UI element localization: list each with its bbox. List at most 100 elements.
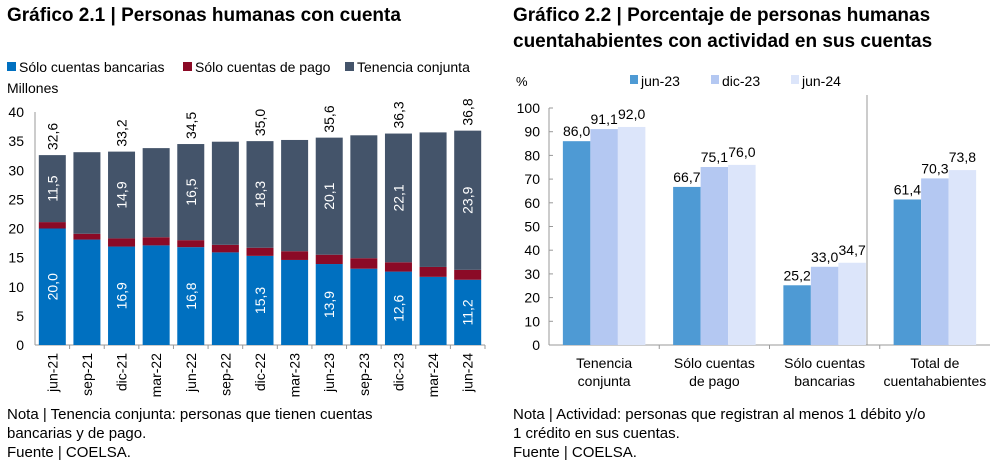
bar	[810, 266, 839, 345]
y-tick-label: 10	[524, 313, 540, 329]
bar-segment	[177, 240, 205, 248]
y-tick-label: 50	[524, 219, 540, 235]
bar	[700, 167, 729, 345]
x-tick-label: mar-23	[287, 353, 303, 398]
bar	[617, 126, 646, 346]
data-label: 14,9	[114, 181, 130, 208]
x-tick-label: Sólo cuentas	[674, 355, 755, 371]
total-label: 35,0	[252, 109, 268, 136]
x-tick-label: conjunta	[578, 373, 631, 389]
x-tick-label: jun-24	[460, 353, 476, 393]
y-tick-label: 100	[517, 100, 541, 116]
x-tick-label: mar-22	[148, 353, 164, 398]
x-tick-label: de pago	[689, 373, 740, 389]
bar-segment	[108, 238, 136, 247]
y-tick-label: 60	[524, 195, 540, 211]
bar-segment	[384, 262, 412, 272]
bar-segment	[142, 237, 170, 246]
data-label: 92,0	[618, 106, 645, 122]
bar-segment	[246, 247, 274, 256]
data-label: 76,0	[728, 144, 755, 160]
legend-swatch	[630, 75, 638, 84]
total-label: 33,2	[114, 119, 130, 146]
bar-segment	[246, 255, 274, 345]
data-label: 11,2	[460, 299, 476, 325]
data-label: 86,0	[563, 123, 590, 139]
bar-segment	[419, 266, 447, 277]
x-tick-label: sep-22	[217, 353, 233, 396]
data-label: 13,9	[321, 291, 337, 318]
bar	[673, 186, 701, 345]
y-tick-label: 40	[524, 242, 540, 258]
legend-label: dic-23	[722, 73, 760, 89]
x-tick-label: Sólo cuentas	[784, 355, 865, 371]
data-label: 73,8	[949, 149, 976, 165]
bar	[590, 129, 618, 345]
x-tick-label: Total de	[910, 355, 959, 371]
bar-segment	[177, 247, 205, 345]
y-axis-label: %	[516, 74, 528, 89]
data-label: 18,3	[252, 181, 268, 208]
x-tick-label: cuentahabientes	[883, 373, 986, 389]
left-chart: Sólo cuentas bancarias Sólo cuentas de pa…	[7, 59, 486, 398]
bar-segment	[73, 233, 101, 240]
data-label: 12,6	[390, 294, 406, 321]
y-tick-label: 15	[8, 250, 24, 266]
bar-segment	[211, 244, 239, 253]
left-note-1: Nota | Tenencia conjunta: personas que t…	[7, 406, 373, 423]
y-tick-label: 30	[524, 266, 540, 282]
bar-segment	[142, 245, 170, 345]
data-label: 61,4	[894, 181, 921, 197]
data-label: 25,2	[784, 267, 811, 283]
bar-segment	[246, 141, 274, 248]
right-chart: % jun-23 dic-23 jun-24 0 10 20 30 40 50 60 70 80 90 10…	[516, 73, 990, 389]
y-tick-label: 10	[8, 279, 24, 295]
bar-segment	[419, 132, 447, 267]
bar-segment	[315, 254, 343, 265]
data-label: 22,1	[390, 184, 406, 211]
bar-segment	[281, 259, 309, 345]
x-tick-label: jun-23	[321, 353, 337, 393]
bar-segment	[350, 268, 378, 345]
y-tick-label: 80	[524, 147, 540, 163]
bar-segment	[281, 251, 309, 260]
x-tick-label: sep-23	[356, 353, 372, 396]
data-label: 34,7	[839, 242, 866, 258]
x-tick-label: bancarias	[794, 373, 855, 389]
right-note-2: 1 crédito en sus cuentas.	[513, 425, 680, 442]
y-tick-label: 90	[524, 124, 540, 140]
bar	[838, 262, 866, 345]
x-tick-label: jun-21	[44, 353, 60, 393]
bar	[728, 164, 756, 345]
y-tick-label: 35	[8, 133, 24, 149]
left-note-2: bancarias y de pago.	[7, 425, 147, 442]
y-tick-label: 25	[8, 191, 24, 207]
bar-segment	[142, 148, 170, 238]
left-chart-title: Gráfico 2.1 | Personas humanas con cuent…	[7, 5, 401, 26]
bar-segment	[108, 246, 136, 345]
x-tick-label: mar-24	[425, 353, 441, 398]
legend-swatch	[183, 62, 192, 71]
y-tick-label: 40	[8, 104, 24, 120]
bar-segment	[315, 264, 343, 345]
bar-segment	[73, 239, 101, 345]
x-tick-label: jun-22	[183, 353, 199, 393]
legend-swatch	[345, 62, 354, 71]
data-label: 16,8	[183, 282, 199, 309]
bar-segment	[38, 155, 66, 223]
data-label: 11,5	[44, 175, 60, 201]
left-source: Fuente | COELSA.	[7, 444, 131, 461]
bar-segment	[177, 144, 205, 241]
data-label: 91,1	[591, 111, 618, 127]
legend-label: Sólo cuentas bancarias	[19, 59, 165, 75]
data-label: 16,9	[114, 282, 130, 309]
x-tick-label: dic-22	[252, 353, 268, 391]
data-label: 23,9	[460, 186, 476, 213]
bar-segment	[281, 139, 309, 252]
right-source: Fuente | COELSA.	[513, 444, 637, 461]
bar	[948, 170, 977, 345]
bar-segment	[454, 269, 482, 280]
total-label: 34,5	[183, 112, 199, 139]
bar-segment	[419, 276, 447, 345]
data-label: 16,5	[183, 178, 199, 205]
